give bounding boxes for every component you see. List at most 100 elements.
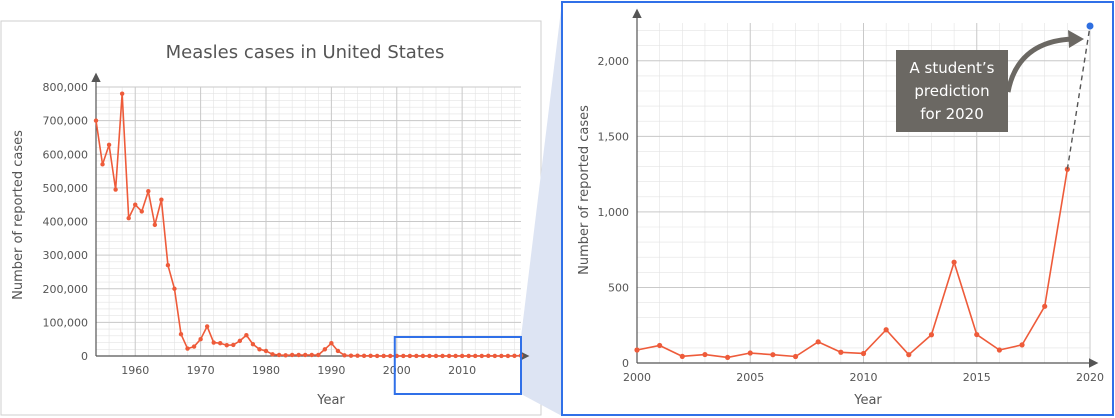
data-point bbox=[381, 353, 386, 359]
data-point bbox=[883, 327, 889, 333]
data-point bbox=[119, 91, 125, 96]
y-tick-label: 700,000 bbox=[43, 115, 89, 128]
data-point bbox=[702, 351, 708, 358]
x-tick-label: 2000 bbox=[383, 364, 411, 377]
data-point bbox=[146, 189, 151, 194]
data-point bbox=[283, 353, 288, 358]
data-point bbox=[725, 354, 731, 361]
x-tick-label: 2020 bbox=[1076, 371, 1104, 384]
data-point bbox=[133, 202, 138, 207]
data-point bbox=[126, 215, 131, 221]
data-point bbox=[237, 338, 243, 344]
y-tick-label: 1,000 bbox=[598, 206, 630, 219]
data-point bbox=[185, 346, 190, 351]
y-tick-label: 0 bbox=[622, 357, 629, 370]
data-point bbox=[459, 353, 465, 359]
data-point bbox=[860, 350, 867, 357]
data-point bbox=[928, 332, 935, 338]
y-tick-label: 600,000 bbox=[43, 148, 89, 161]
y-tick-label: 500 bbox=[608, 281, 629, 294]
data-point bbox=[152, 222, 158, 228]
data-point bbox=[974, 331, 980, 338]
data-point bbox=[159, 197, 164, 202]
data-point bbox=[453, 353, 458, 359]
data-point bbox=[270, 352, 275, 357]
data-point bbox=[355, 353, 360, 358]
left-series bbox=[93, 91, 524, 359]
data-point bbox=[191, 344, 197, 349]
data-point bbox=[231, 342, 236, 348]
data-point bbox=[335, 348, 341, 354]
data-point bbox=[322, 347, 328, 352]
data-point bbox=[906, 352, 912, 358]
data-point bbox=[250, 342, 256, 347]
data-point bbox=[93, 118, 99, 123]
data-point bbox=[634, 347, 640, 353]
left-chart-title: Measles cases in United States bbox=[166, 42, 445, 63]
data-point bbox=[204, 324, 210, 329]
prediction-annotation-line-3: for 2020 bbox=[920, 105, 984, 123]
data-point bbox=[316, 352, 321, 358]
data-point bbox=[361, 353, 367, 359]
data-point bbox=[257, 347, 262, 352]
right-grid bbox=[636, 23, 1091, 364]
prediction-dashed-line bbox=[1066, 25, 1091, 170]
left-tick-labels: 1960 1970 1980 1990 2000 2010 0 100,000 200,000 3… bbox=[43, 81, 477, 377]
data-point bbox=[440, 353, 445, 359]
data-point bbox=[172, 286, 177, 291]
right-series bbox=[634, 166, 1070, 361]
data-point bbox=[113, 187, 118, 192]
data-point bbox=[479, 353, 484, 359]
prediction-layer bbox=[1066, 22, 1094, 170]
x-tick-label: 1960 bbox=[121, 364, 149, 377]
y-tick-label: 100,000 bbox=[43, 316, 89, 329]
data-point bbox=[446, 353, 452, 359]
data-point bbox=[414, 353, 419, 359]
prediction-annotation-line-2: prediction bbox=[914, 82, 989, 100]
data-point bbox=[165, 263, 171, 268]
data-point bbox=[473, 353, 478, 359]
x-tick-label: 1980 bbox=[252, 364, 280, 377]
data-point bbox=[499, 353, 504, 359]
data-point bbox=[296, 352, 301, 358]
zoom-highlight-box bbox=[393, 336, 522, 395]
y-tick-label: 2,000 bbox=[598, 55, 630, 68]
left-x-axis-title: Year bbox=[316, 393, 345, 408]
data-point bbox=[289, 352, 295, 358]
left-y-axis-title: Number of reported cases bbox=[11, 130, 26, 300]
data-point bbox=[512, 353, 517, 359]
data-point bbox=[1042, 303, 1048, 309]
data-point bbox=[211, 340, 216, 345]
right-axes bbox=[632, 8, 1099, 368]
right-tick-labels: 2000 2005 2010 2015 2020 0 500 1,000 1,500 2,000 bbox=[598, 55, 1105, 384]
y-tick-label: 200,000 bbox=[43, 283, 89, 296]
y-tick-label: 400,000 bbox=[43, 216, 89, 229]
zoom-connector bbox=[521, 2, 562, 416]
x-tick-label: 2000 bbox=[623, 371, 651, 384]
data-point bbox=[838, 349, 844, 355]
data-point bbox=[218, 341, 223, 346]
data-point bbox=[505, 353, 511, 359]
data-point bbox=[427, 353, 432, 359]
data-point bbox=[263, 348, 269, 354]
data-point bbox=[747, 350, 753, 356]
data-point bbox=[348, 353, 354, 358]
data-point bbox=[329, 341, 334, 346]
data-point bbox=[466, 353, 471, 359]
data-point bbox=[244, 332, 249, 338]
prediction-annotation-line-1: A student’s bbox=[910, 59, 995, 77]
data-point bbox=[224, 343, 229, 348]
y-tick-label: 800,000 bbox=[43, 81, 89, 94]
data-point bbox=[996, 347, 1003, 353]
data-point bbox=[368, 353, 373, 359]
prediction-annotation-arrowhead bbox=[1068, 30, 1084, 48]
x-tick-label: 1970 bbox=[187, 364, 215, 377]
data-point bbox=[276, 352, 282, 358]
data-point bbox=[178, 331, 184, 337]
data-point bbox=[198, 336, 203, 342]
right-y-axis-title: Number of reported cases bbox=[577, 105, 592, 275]
y-tick-label: 500,000 bbox=[43, 182, 89, 195]
data-point bbox=[792, 353, 799, 360]
data-point bbox=[657, 342, 663, 349]
data-point bbox=[951, 259, 957, 265]
